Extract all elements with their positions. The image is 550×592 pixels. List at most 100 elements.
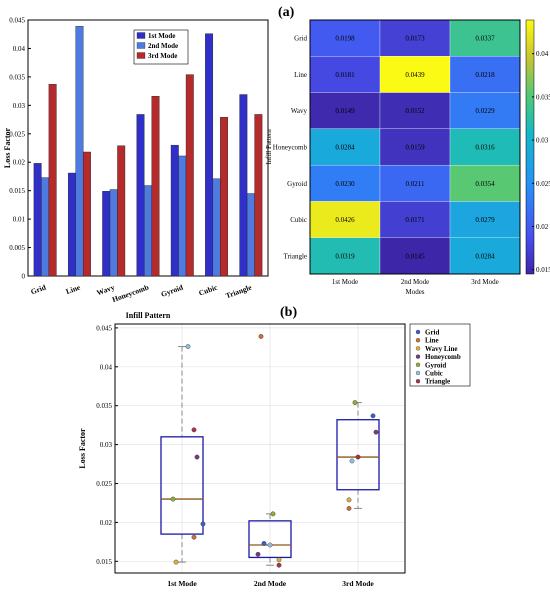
- bar-y-tick-label: 0.02: [13, 159, 26, 167]
- heatmap-cell-label: 0.0337: [475, 35, 495, 43]
- box-legend-entry: Line: [425, 337, 439, 345]
- bar: [170, 144, 179, 277]
- bar-y-tick-label: 0.045: [9, 17, 25, 25]
- heatmap-cell: [449, 128, 521, 166]
- colorbar-tick-label: 0.04: [536, 50, 549, 58]
- heatmap-cell-label: 0.0171: [405, 216, 425, 224]
- box-point: [191, 534, 197, 540]
- box-x-tick-label: 1st Mode: [167, 579, 197, 588]
- bar-x-tick-label: Line: [65, 282, 82, 296]
- box-y-tick-label: 0.03: [100, 441, 113, 449]
- heatmap-cell-label: 0.0218: [475, 71, 495, 79]
- bar-legend-swatch: [136, 42, 146, 49]
- bar: [109, 189, 118, 277]
- box-point: [373, 429, 379, 435]
- bar-y-tick-label: 0: [22, 273, 26, 281]
- colorbar-tick-label: 0.025: [536, 180, 550, 188]
- box-legend-entry: Grid: [425, 329, 439, 337]
- box-x-tick-label: 3rd Mode: [342, 579, 374, 588]
- heatmap-cell: [449, 56, 521, 93]
- panel-b-label: (b): [280, 305, 297, 320]
- box-legend-entry: Cubic: [425, 370, 443, 378]
- box-legend-marker: [415, 379, 421, 384]
- bar-chart: 0 0.005 0.01 0.015 0.02 0.025 0.03 0.035 0.04 0.0…: [3, 17, 269, 320]
- bar: [41, 177, 50, 277]
- bar-x-tick-label: Cubic: [197, 282, 219, 297]
- box-y-tick-label: 0.015: [96, 558, 112, 566]
- box-y-tick-label: 0.035: [96, 402, 112, 410]
- bar-y-tick-label: 0.015: [9, 187, 25, 195]
- box-point: [276, 557, 282, 563]
- bar-x-tick-label: Grid: [30, 282, 48, 296]
- bar-y-tick-label: 0.005: [9, 244, 25, 252]
- heatmap-cell-label: 0.0439: [405, 71, 425, 79]
- bar: [151, 96, 160, 277]
- heatmap-col-label: 3rd Mode: [471, 278, 498, 286]
- bar-legend-entry: 1st Mode: [148, 32, 175, 40]
- panel-a-label: (a): [278, 5, 295, 20]
- bar: [212, 178, 221, 277]
- heatmap-cell: [379, 164, 451, 202]
- heatmap-cell: [379, 237, 451, 275]
- bar-y-tick-label: 0.025: [9, 130, 25, 138]
- box-plot-frame: [114, 323, 406, 574]
- heatmap-cell: [379, 92, 451, 130]
- box-point: [200, 521, 206, 527]
- heatmap-cell: [309, 201, 381, 238]
- bar: [82, 151, 91, 277]
- heatmap-cell-label: 0.0316: [475, 144, 495, 152]
- heatmap-cell: [449, 92, 521, 130]
- box-legend-marker: [415, 354, 421, 359]
- bar: [178, 155, 187, 277]
- box-y-tick-label: 0.045: [96, 324, 112, 332]
- box-point: [370, 413, 376, 419]
- heatmap-cell-label: 0.0230: [335, 180, 355, 188]
- heatmap-row-label: Honeycomb: [273, 144, 308, 152]
- box-legend-frame: [409, 323, 471, 387]
- heatmap-cell-label: 0.0284: [475, 252, 495, 260]
- box-legend-marker: [415, 370, 421, 376]
- box-y-tick-label: 0.02: [100, 519, 113, 527]
- heatmap-cell-label: 0.0145: [405, 252, 425, 260]
- bar-y-tick-label: 0.035: [9, 73, 25, 81]
- box-point: [185, 344, 191, 349]
- heatmap-row-label: Line: [294, 71, 307, 79]
- heatmap-row-label: Triangle: [284, 252, 307, 260]
- bar-x-tick-label: Honeycomb: [111, 283, 150, 305]
- box: [160, 436, 204, 535]
- bar-y-tick-label: 0.04: [13, 45, 26, 53]
- bar: [144, 185, 152, 277]
- heatmap-cell: [309, 56, 381, 93]
- box-legend-entry: Triangle: [425, 378, 450, 386]
- box-chart: 0.015 0.02 0.025 0.03 0.035 0.04 0.045 1st Mode…: [78, 323, 471, 588]
- heatmap-col-label: 1st Mode: [332, 278, 358, 286]
- box-point: [352, 400, 358, 405]
- heatmap-y-axis-label: Infill Pattern: [265, 129, 273, 165]
- bar: [254, 114, 263, 277]
- colorbar-tick-label: 0.02: [536, 223, 549, 231]
- box: [336, 419, 380, 491]
- box-point: [173, 559, 179, 565]
- bar-legend: 1st Mode 2nd Mode 3rd Mode: [133, 29, 189, 65]
- bar-y-tick-label: 0.03: [13, 102, 26, 110]
- bar-y-tick-label: 0.01: [13, 216, 26, 224]
- heatmap-cell-label: 0.0426: [335, 216, 355, 224]
- heatmap-row-label: Grid: [294, 35, 307, 43]
- heatmap-cell-label: 0.0284: [335, 144, 355, 152]
- heatmap-cell: [379, 56, 451, 93]
- heatmap-cell-label: 0.0149: [335, 107, 355, 115]
- box-legend-marker: [415, 338, 421, 343]
- heatmap-cell-label: 0.0229: [475, 107, 495, 115]
- bar-y-axis-label: Loss Factor: [3, 127, 12, 168]
- box-point: [355, 454, 361, 460]
- heatmap-col-label: 2nd Mode: [401, 278, 430, 286]
- bar: [205, 33, 214, 277]
- colorbar-tick-label: 0.03: [536, 137, 549, 145]
- box-point: [349, 458, 355, 464]
- bar: [239, 94, 248, 277]
- box-legend-marker: [415, 362, 421, 367]
- heatmap-chart: 0.0198 0.0173 0.0337 0.0181 0.0439 0.0218 0.01…: [265, 19, 550, 296]
- heatmap-cell-label: 0.0319: [335, 252, 355, 260]
- box: [248, 520, 292, 559]
